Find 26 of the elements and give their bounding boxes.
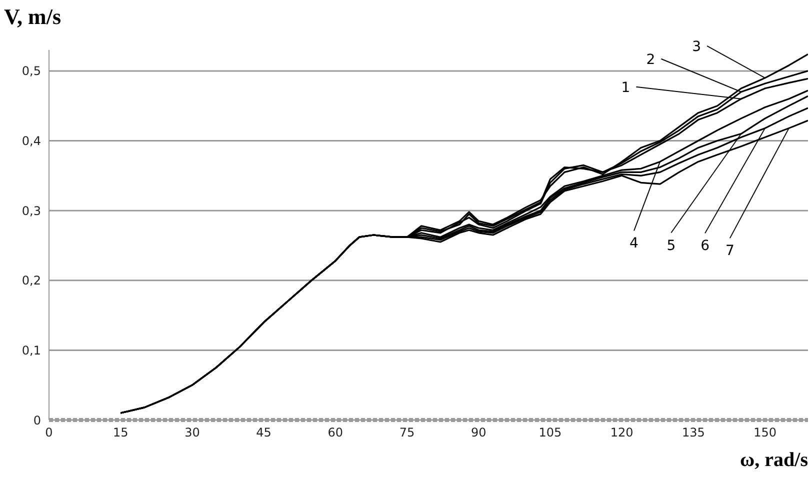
y-tick-label: 0,1 — [22, 343, 41, 358]
y-tick-label: 0 — [33, 413, 41, 428]
x-tick-label: 0 — [45, 426, 53, 440]
y-tick-label: 0,5 — [22, 64, 41, 78]
y-tick-label: 0,4 — [22, 134, 41, 148]
x-tick-label: 120 — [610, 426, 634, 440]
annotation: 7 — [725, 243, 734, 260]
x-tick-label: 15 — [112, 426, 128, 440]
annotation: 1 — [621, 80, 630, 96]
x-tick-label: 105 — [538, 426, 562, 440]
x-tick-label: 45 — [256, 426, 272, 440]
x-tick-label: 135 — [682, 426, 705, 440]
annotation: 6 — [700, 238, 710, 254]
annotation: 4 — [630, 236, 639, 252]
y-axis-title: V, m/s — [4, 4, 62, 29]
y-tick-label: 0,3 — [22, 204, 41, 218]
x-tick-label: 150 — [754, 426, 776, 440]
x-tick-label: 30 — [184, 426, 200, 440]
x-axis-title: ω, rad/s — [740, 449, 808, 471]
x-tick-label: 75 — [399, 426, 415, 440]
x-tick-label: 90 — [470, 426, 486, 440]
y-tick-label: 0,2 — [22, 274, 41, 288]
annotation: 5 — [666, 238, 676, 254]
x-tick-label: 60 — [328, 426, 344, 440]
annotation: 3 — [692, 38, 702, 55]
annotation: 2 — [646, 52, 656, 68]
